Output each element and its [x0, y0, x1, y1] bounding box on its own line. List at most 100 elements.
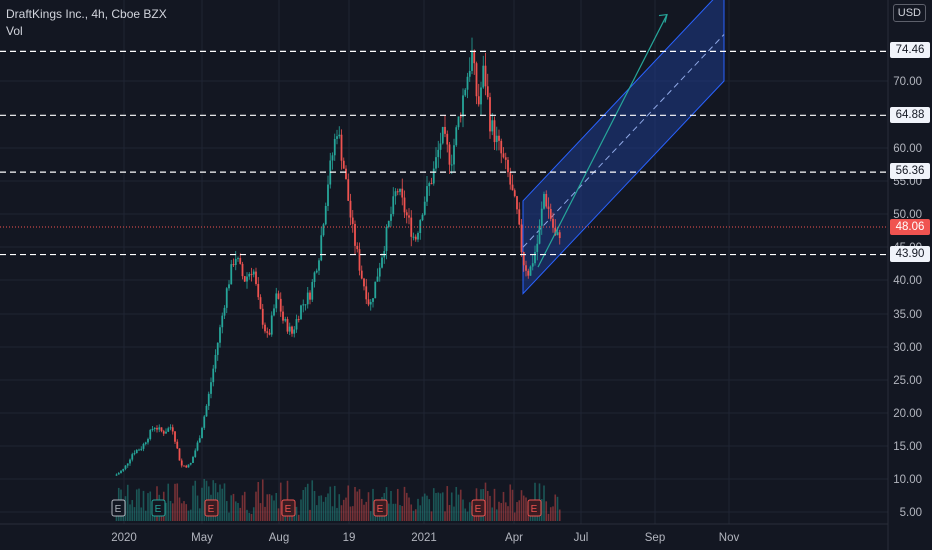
volume-bar: [315, 505, 318, 521]
candle-body: [203, 416, 206, 428]
candle-body: [232, 264, 235, 266]
volume-bar: [457, 494, 460, 521]
candle-body: [444, 126, 446, 134]
volume-bar: [275, 492, 278, 521]
candle-body: [302, 304, 305, 306]
earnings-marker-label: E: [531, 504, 538, 515]
candle-body: [147, 439, 149, 443]
x-tick-label: 2020: [111, 532, 137, 544]
candle-body: [313, 272, 316, 282]
volume-bar: [333, 485, 336, 521]
candle-body: [239, 258, 242, 264]
volume-bar: [453, 506, 455, 521]
volume-bar: [455, 486, 458, 521]
volume-bar: [259, 503, 262, 521]
volume-bar: [390, 490, 392, 521]
volume-bar: [147, 493, 149, 521]
candle-body: [169, 427, 172, 429]
candle-body: [502, 153, 505, 158]
volume-bar: [313, 490, 316, 521]
volume-bar: [491, 507, 494, 521]
volume-bar: [558, 509, 561, 521]
volume-bar: [192, 485, 194, 521]
volume-bar: [408, 497, 410, 521]
candle-body: [486, 86, 489, 98]
volume-bar: [484, 482, 487, 521]
channel-band: [522, 0, 725, 295]
volume-bar: [268, 494, 271, 521]
volume-bar: [309, 509, 311, 521]
y-tick-label: 40.00: [893, 275, 922, 287]
candle-body: [135, 450, 138, 454]
volume-bar: [138, 488, 140, 521]
candle-body: [446, 133, 449, 145]
candle-body: [534, 252, 536, 264]
volume-bar: [338, 494, 341, 521]
volume-bar: [230, 495, 233, 521]
candle-body: [336, 136, 338, 139]
candle-body: [315, 270, 318, 273]
volume-bar: [432, 488, 435, 521]
candle-body: [230, 264, 233, 285]
volume-bar: [466, 511, 469, 521]
volume-bar: [178, 497, 181, 521]
candle-body: [268, 332, 271, 335]
volume-bar: [450, 492, 453, 521]
y-tick-label: 50.00: [893, 209, 922, 221]
candle-body: [381, 257, 383, 268]
currency-button[interactable]: USD: [892, 4, 926, 22]
candle-body: [367, 299, 370, 305]
candle-body: [385, 227, 388, 252]
volume-bar: [232, 493, 235, 521]
volume-bar: [372, 488, 374, 521]
candle-body: [403, 197, 406, 213]
x-tick-label: Apr: [505, 532, 523, 544]
volume-bar: [264, 506, 266, 521]
candle-body: [340, 134, 343, 161]
volume-bar: [306, 483, 309, 521]
volume-bar: [414, 509, 417, 521]
volume-bar: [302, 489, 305, 521]
volume-bar: [270, 495, 273, 521]
volume-bar: [367, 492, 370, 521]
candle-body: [372, 298, 374, 302]
volume-bar: [133, 507, 136, 521]
candle-body: [174, 431, 176, 442]
candle-body: [189, 462, 192, 465]
candle-body: [306, 292, 309, 305]
volume-bar: [441, 492, 444, 521]
volume-bar: [225, 501, 228, 521]
volume-bar: [464, 508, 467, 521]
candle-body: [160, 427, 163, 432]
candle-body: [504, 157, 507, 160]
volume-bar: [554, 494, 557, 521]
volume-bar: [131, 500, 134, 521]
candle-body: [153, 427, 156, 429]
volume-bar: [171, 503, 174, 521]
candle-body: [482, 65, 485, 88]
candle-body: [198, 438, 201, 443]
volume-bar: [295, 506, 298, 521]
candle-body: [216, 342, 219, 355]
volume-bar: [239, 507, 242, 521]
volume-bar: [525, 497, 527, 521]
volume-bar: [403, 486, 406, 521]
candle-body: [473, 50, 476, 64]
candle-body: [124, 465, 127, 469]
volume-bar: [261, 479, 264, 521]
volume-bar: [394, 503, 397, 521]
volume-bar: [322, 501, 325, 521]
volume-bar: [363, 504, 365, 521]
candle-body: [158, 427, 161, 430]
candle-body: [225, 288, 228, 308]
candle-body: [345, 168, 347, 180]
volume-bar: [419, 505, 422, 521]
price-tag-56-36: 56.36: [890, 163, 930, 179]
candle-body: [248, 273, 251, 277]
volume-bar: [320, 495, 323, 521]
candle-body: [347, 179, 350, 201]
candle-body: [228, 284, 230, 289]
candle-body: [122, 468, 125, 471]
volume-bar: [228, 512, 230, 521]
